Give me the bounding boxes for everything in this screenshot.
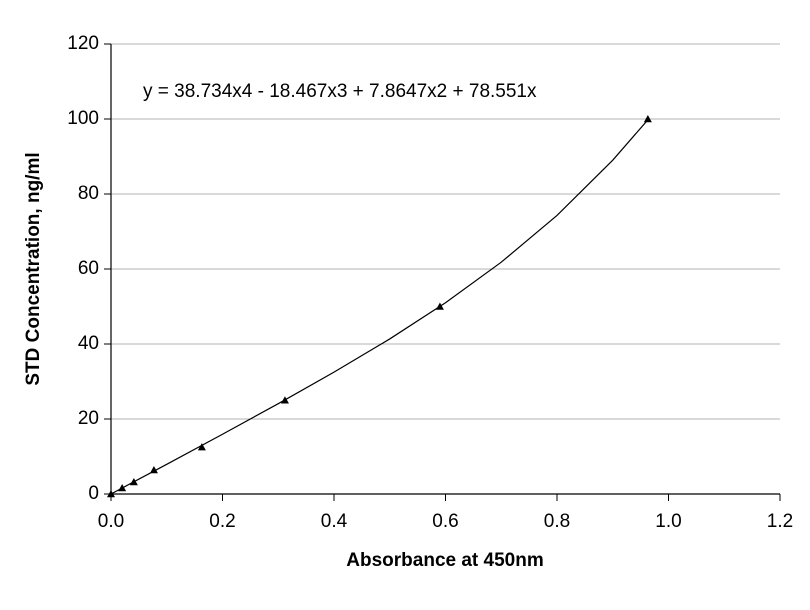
data-point — [107, 490, 115, 498]
y-axis-title: STD Concentration, ng/ml — [23, 152, 44, 385]
data-point — [197, 443, 206, 451]
x-tick-label: 0.4 — [321, 511, 348, 532]
y-tick-label: 20 — [78, 408, 99, 429]
x-axis-title: Absorbance at 450nm — [346, 550, 543, 571]
x-tick-label: 0.6 — [432, 511, 458, 532]
y-tick-label: 120 — [67, 33, 99, 54]
x-tick-label: 0.2 — [209, 511, 235, 532]
trendline — [110, 118, 650, 495]
x-tick-label: 0.8 — [544, 511, 570, 532]
x-tick-label: 0.0 — [98, 511, 124, 532]
data-point — [643, 115, 652, 123]
y-tick-label: 80 — [78, 183, 99, 204]
data-point — [435, 302, 444, 310]
data-point — [118, 484, 127, 492]
x-tick-label: 1.2 — [767, 511, 793, 532]
data-point — [149, 466, 158, 474]
y-tick-label: 60 — [78, 258, 99, 279]
data-point — [129, 478, 138, 486]
equation-annotation: y = 38.734x4 - 18.467x3 + 7.8647x2 + 78.… — [143, 81, 537, 102]
x-tick-label: 1.0 — [655, 511, 681, 532]
y-tick-label: 40 — [78, 333, 99, 354]
data-point — [280, 396, 289, 404]
y-tick-label: 100 — [67, 108, 99, 129]
y-tick-label: 0 — [88, 483, 99, 504]
